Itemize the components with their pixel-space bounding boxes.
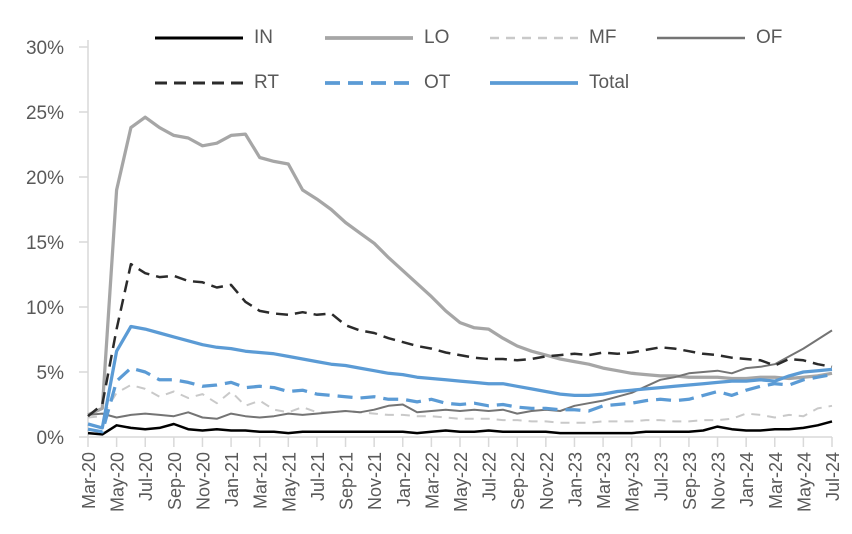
x-tick-label: May-21 bbox=[279, 452, 299, 512]
legend-item-IN: IN bbox=[155, 26, 273, 50]
y-tick-label: 25% bbox=[26, 103, 64, 124]
x-tick-label: Jan-22 bbox=[394, 452, 414, 507]
series-line-LO bbox=[87, 115, 833, 417]
series-line-OT bbox=[87, 366, 833, 434]
x-tick-label: Jan-21 bbox=[222, 452, 242, 507]
x-tick-label: Mar-21 bbox=[251, 452, 271, 509]
x-tick-label: Sep-20 bbox=[165, 452, 185, 510]
series-line-IN bbox=[87, 420, 833, 436]
x-tick-label: Mar-20 bbox=[79, 452, 99, 509]
x-tick-label: Nov-22 bbox=[537, 452, 557, 510]
legend-item-LO: LO bbox=[325, 26, 449, 50]
x-tick-label: Mar-24 bbox=[766, 452, 786, 509]
legend-swatch-OF bbox=[657, 36, 745, 40]
legend-label-MF: MF bbox=[589, 27, 617, 48]
series-line-RT bbox=[87, 262, 833, 418]
x-tick-label: Sep-22 bbox=[508, 452, 528, 510]
legend-label-IN: IN bbox=[254, 27, 273, 48]
y-tick-label: 10% bbox=[26, 298, 64, 319]
x-tick-label: Sep-21 bbox=[337, 452, 357, 510]
x-tick-label: May-20 bbox=[108, 452, 128, 512]
y-tick-label: 5% bbox=[37, 363, 65, 384]
legend-item-OT: OT bbox=[325, 71, 450, 95]
legend-label-RT: RT bbox=[254, 72, 279, 93]
series-line-MF bbox=[87, 384, 833, 424]
legend-label-OT: OT bbox=[424, 72, 451, 93]
x-tick-label: Nov-23 bbox=[709, 452, 729, 510]
x-tick-label: Sep-23 bbox=[680, 452, 700, 510]
legend-item-Total: Total bbox=[490, 71, 629, 95]
x-tick-label: Jan-23 bbox=[565, 452, 585, 507]
x-tick-label: Jul-21 bbox=[308, 452, 328, 501]
legend-swatch-IN bbox=[155, 36, 243, 40]
x-tick-label: Jul-24 bbox=[823, 452, 843, 501]
x-tick-label: Jul-22 bbox=[480, 452, 500, 501]
legend-item-OF: OF bbox=[657, 26, 782, 50]
x-tick-label: May-23 bbox=[623, 452, 643, 512]
legend-label-OF: OF bbox=[756, 27, 783, 48]
x-tick-label: May-24 bbox=[794, 452, 814, 512]
series-line-Total bbox=[87, 324, 833, 430]
legend-item-RT: RT bbox=[155, 71, 279, 95]
x-tick-label: May-22 bbox=[451, 452, 471, 512]
legend-label-LO: LO bbox=[424, 27, 450, 48]
series-line-OF bbox=[87, 329, 833, 420]
legend-swatch-OT bbox=[325, 81, 413, 85]
legend-label-Total: Total bbox=[589, 72, 630, 93]
y-tick-label: 20% bbox=[26, 168, 64, 189]
x-tick-label: Jul-23 bbox=[651, 452, 671, 501]
x-tick-label: Jan-24 bbox=[737, 452, 757, 507]
x-tick-label: Nov-21 bbox=[365, 452, 385, 510]
legend-swatch-Total bbox=[490, 81, 578, 85]
legend-swatch-RT bbox=[155, 81, 243, 85]
x-tick-label: Jul-20 bbox=[136, 452, 156, 501]
y-tick-label: 30% bbox=[26, 38, 64, 59]
x-tick-label: Mar-23 bbox=[594, 452, 614, 509]
x-tick-label: Nov-20 bbox=[193, 452, 213, 510]
y-tick-label: 15% bbox=[26, 233, 64, 254]
legend-item-MF: MF bbox=[490, 26, 616, 50]
x-tick-label: Mar-22 bbox=[422, 452, 442, 509]
y-tick-label: 0% bbox=[37, 428, 65, 449]
legend-swatch-LO bbox=[325, 36, 413, 40]
